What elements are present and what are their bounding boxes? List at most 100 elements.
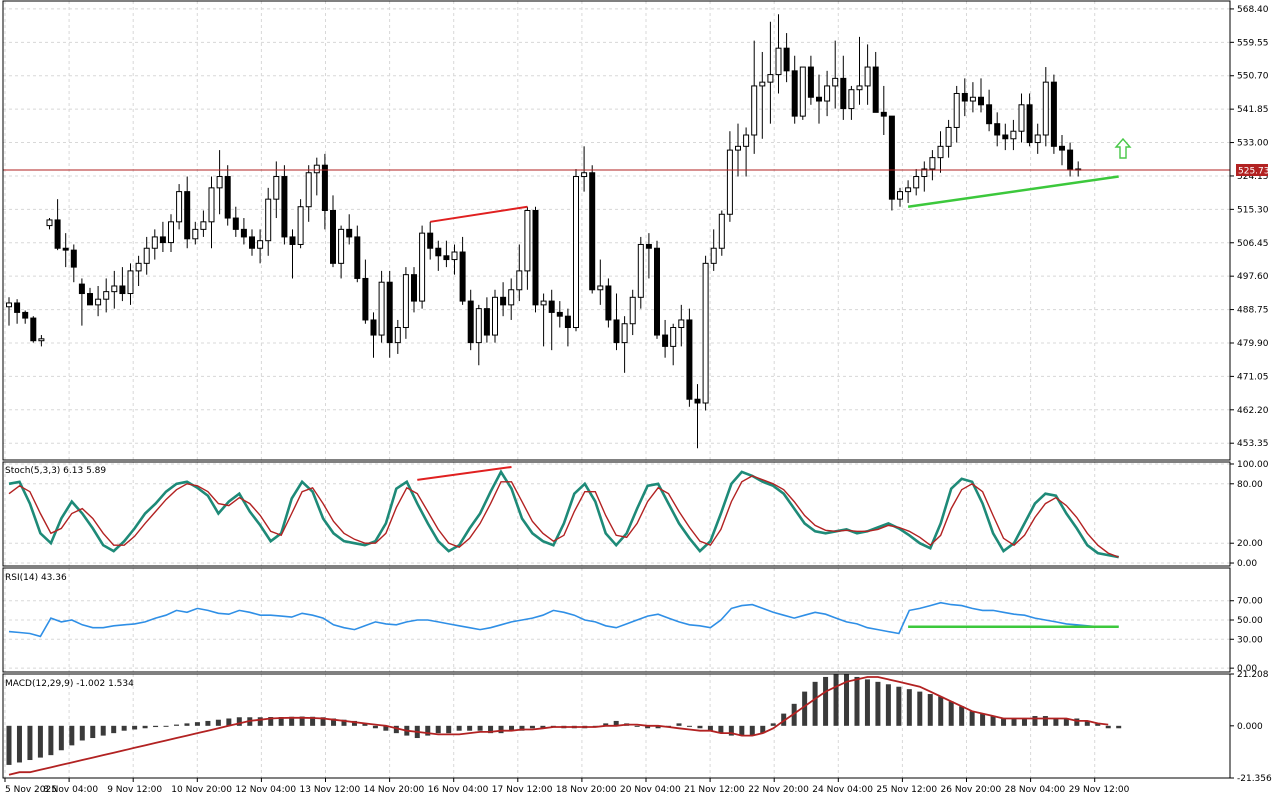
candle-body [257, 240, 264, 249]
x-tick-label: 5 Nov 2025 [5, 785, 57, 795]
macd-histogram-bar [278, 717, 284, 726]
rsi-line [8, 601, 1119, 638]
candle-body [540, 300, 547, 306]
price-panel[interactable] [3, 14, 1230, 449]
x-tick-label: 9 Nov 12:00 [107, 785, 162, 795]
candle-body [200, 221, 207, 230]
candle-body [135, 262, 142, 272]
y-tick-label: 50.00 [1237, 616, 1263, 626]
macd-histogram-bar [205, 720, 211, 726]
macd-histogram-bar [739, 725, 745, 736]
macd-histogram-bar [781, 713, 787, 726]
candle-body [832, 77, 839, 87]
candle-body [500, 296, 507, 306]
candle-body [1034, 134, 1041, 144]
candle-body [297, 206, 304, 245]
macd-histogram-bar [488, 725, 494, 734]
macd-histogram-bar [236, 717, 242, 726]
candle-body [208, 187, 215, 223]
candle-body [313, 164, 320, 174]
macd-histogram-bar [676, 723, 682, 726]
y-tick-label: 0.00 [1237, 664, 1257, 674]
macd-histogram-bar [896, 686, 902, 726]
x-tick-label: 28 Nov 04:00 [1005, 785, 1066, 795]
candle-body [613, 319, 620, 344]
candle-body [880, 111, 887, 117]
y-tick-label: -21.356 [1237, 774, 1272, 784]
bearish-divergence-line [430, 205, 528, 223]
candle-body [775, 47, 782, 76]
macd-histogram-bar [959, 706, 965, 726]
candle-body [1067, 149, 1074, 170]
x-tick-label: 17 Nov 12:00 [492, 785, 553, 795]
macd-histogram-bar [446, 725, 452, 734]
candle-body [330, 209, 336, 264]
macd-histogram-bar [969, 711, 975, 726]
stochastic-panel[interactable] [8, 465, 1119, 559]
candle-body [38, 338, 45, 342]
macd-histogram-bar [310, 716, 316, 726]
candle-body [70, 249, 77, 268]
macd-histogram-bar [268, 717, 274, 726]
macd-histogram-bar [864, 679, 870, 726]
macd-histogram-bar [509, 725, 515, 731]
macd-histogram-bar [655, 725, 661, 729]
macd-histogram-bar [812, 681, 818, 726]
candle-body [629, 296, 636, 325]
x-tick-label: 25 Nov 12:00 [876, 785, 937, 795]
stoch-signal-line [8, 475, 1119, 558]
current-price-tag: 525.73 [1236, 163, 1270, 176]
candle-body [151, 236, 158, 249]
candle-body [621, 323, 628, 344]
macd-histogram-bar [48, 725, 54, 756]
candle-body [1010, 130, 1017, 140]
x-tick-label: 26 Nov 20:00 [941, 785, 1002, 795]
y-tick-label: 100.00 [1237, 460, 1269, 470]
macd-histogram-bar [477, 725, 483, 731]
macd-histogram-bar [603, 723, 609, 726]
macd-histogram-bar [393, 725, 399, 734]
macd-histogram-bar [194, 722, 200, 726]
candle-body [654, 247, 660, 336]
x-tick-label: 16 Nov 04:00 [428, 785, 489, 795]
y-tick-label: 533.00 [1237, 139, 1269, 149]
candle-body [702, 262, 709, 404]
candle-body [1059, 145, 1065, 151]
candle-body [475, 308, 482, 344]
candle-body [726, 149, 733, 215]
candle-body [346, 228, 353, 238]
x-tick-label: 12 Nov 04:00 [235, 785, 296, 795]
macd-panel[interactable] [6, 674, 1122, 776]
candle-body [265, 198, 272, 242]
macd-histogram-bar [634, 725, 640, 727]
candle-body [573, 176, 579, 329]
macd-histogram-bar [331, 718, 337, 726]
candle-body [1002, 134, 1009, 140]
candle-body [710, 247, 717, 264]
y-tick-label: 488.75 [1237, 306, 1269, 316]
rsi-panel[interactable] [8, 601, 1119, 638]
candle-body [386, 281, 393, 344]
candle-body [483, 308, 490, 336]
candle-body [751, 85, 758, 136]
candle-body [249, 236, 255, 249]
candle-body [427, 232, 434, 249]
candle-body [54, 219, 61, 249]
macd-histogram-bar [645, 725, 651, 729]
macd-histogram-bar [760, 725, 766, 734]
price-frame [2, 0, 1231, 461]
candle-body [451, 251, 458, 261]
candle-body [119, 285, 126, 295]
candle-body [678, 319, 685, 329]
candle-body [492, 296, 498, 336]
candle-body [581, 172, 588, 178]
stochastic-frame [2, 461, 1231, 567]
y-tick-label: 453.35 [1237, 439, 1269, 449]
candle-body [807, 66, 814, 98]
x-tick-label: 14 Nov 20:00 [364, 785, 425, 795]
x-tick-label: 10 Nov 20:00 [171, 785, 232, 795]
candle-body [856, 85, 863, 91]
candle-body [378, 281, 385, 336]
